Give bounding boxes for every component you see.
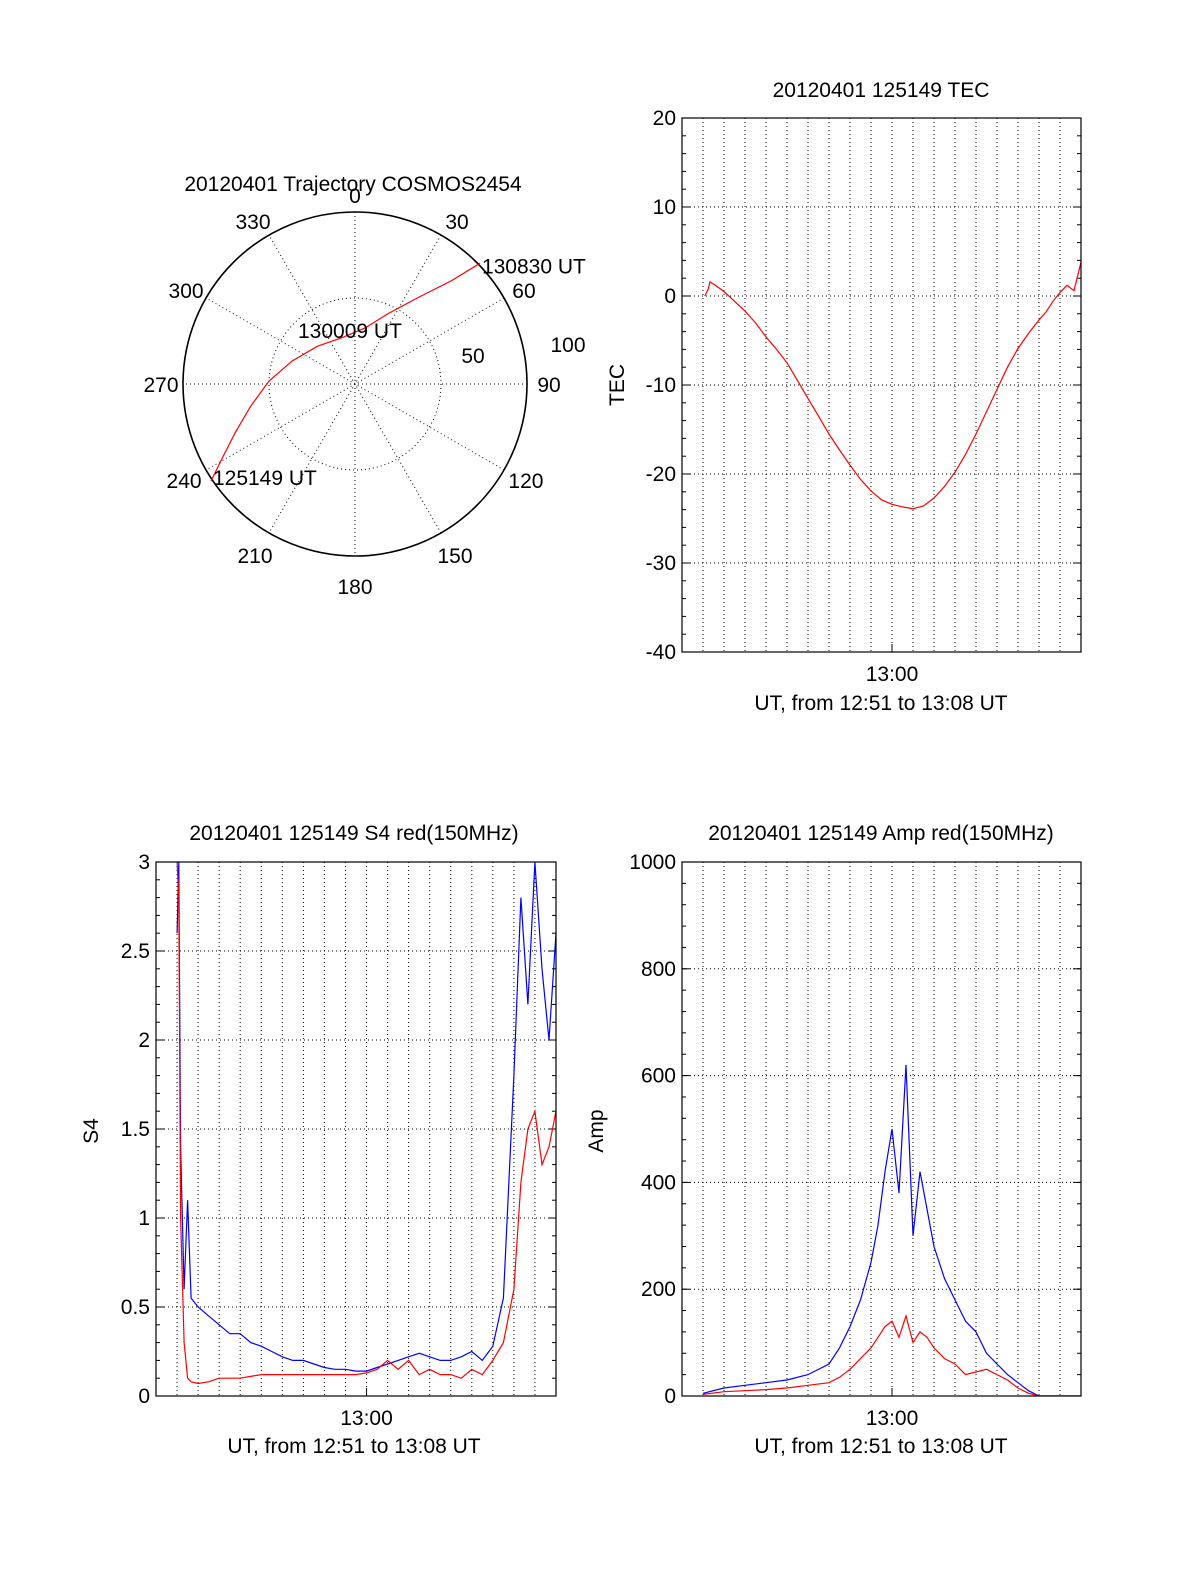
trajectory-time-label: 125149 UT <box>213 467 317 490</box>
polar-radial-label: 100 <box>550 334 585 357</box>
s4-title: 20120401 125149 S4 red(150MHz) <box>189 822 518 845</box>
polar-ring <box>268 297 442 471</box>
polar-outer-circle <box>182 211 528 557</box>
y-tick-label: 0.5 <box>121 1296 150 1319</box>
polar-azimuth-label: 300 <box>169 280 204 303</box>
y-tick-label: 0 <box>664 285 676 308</box>
y-tick-label: -30 <box>646 552 676 575</box>
polar-azimuth-label: 90 <box>537 374 560 397</box>
y-tick-label: -40 <box>646 641 676 664</box>
series-line <box>702 1313 1081 1396</box>
amp-panel: 20120401 125149 Amp red(150MHz) UT, from… <box>585 822 1082 1458</box>
trajectory-line <box>210 262 481 482</box>
plot-frame <box>681 117 1082 653</box>
y-tick-label: 2 <box>138 1029 150 1052</box>
polar-title: 20120401 Trajectory COSMOS2454 <box>184 173 522 196</box>
polar-azimuth-label: 330 <box>235 211 270 234</box>
polar-azimuth-label: 30 <box>445 211 468 234</box>
s4-ylabel: S4 <box>80 1118 103 1144</box>
plot-frame <box>681 861 1082 1397</box>
x-tick-label: 13:00 <box>866 663 919 686</box>
y-tick-label: 0 <box>664 1385 676 1408</box>
y-tick-label: 1 <box>138 1207 150 1230</box>
y-tick-label: 800 <box>641 958 676 981</box>
polar-azimuth-label: 270 <box>143 374 178 397</box>
y-tick-label: 1.5 <box>121 1118 150 1141</box>
y-tick-label: 600 <box>641 1065 676 1088</box>
polar-azimuth-label: 150 <box>437 545 472 568</box>
y-tick-label: 20 <box>653 107 676 130</box>
y-tick-label: 400 <box>641 1171 676 1194</box>
tec-title: 20120401 125149 TEC <box>773 79 990 102</box>
polar-azimuth-label: 180 <box>337 576 372 599</box>
polar-spoke <box>268 234 442 534</box>
y-tick-label: -20 <box>646 463 676 486</box>
tec-xlabel: UT, from 12:51 to 13:08 UT <box>754 692 1007 715</box>
s4-panel: 20120401 125149 S4 red(150MHz) UT, from … <box>80 822 557 1458</box>
polar-radial-label: 50 <box>461 345 484 368</box>
polar-azimuth-label: 0 <box>349 185 361 208</box>
y-tick-label: 1000 <box>629 851 676 874</box>
y-tick-label: -10 <box>646 374 676 397</box>
polar-trajectory-panel: 20120401 Trajectory COSMOS2454 0 30 60 90 12… <box>143 173 586 599</box>
y-tick-label: 10 <box>653 196 676 219</box>
x-tick-label: 13:00 <box>866 1407 919 1430</box>
polar-azimuth-label: 120 <box>508 470 543 493</box>
plot-frame <box>155 861 557 1397</box>
polar-azimuth-label: 60 <box>512 280 535 303</box>
polar-azimuth-label: 210 <box>237 545 272 568</box>
tec-ylabel: TEC <box>606 364 629 406</box>
trajectory-time-label: 130009 UT <box>298 320 402 343</box>
y-tick-label: 3 <box>138 851 150 874</box>
y-tick-label: 200 <box>641 1278 676 1301</box>
s4-xlabel: UT, from 12:51 to 13:08 UT <box>227 1435 480 1458</box>
polar-azimuth-label: 240 <box>167 470 202 493</box>
trajectory-time-label: 130830 UT <box>482 255 586 278</box>
amp-title: 20120401 125149 Amp red(150MHz) <box>708 822 1054 845</box>
series-line <box>702 1064 1081 1396</box>
amp-xlabel: UT, from 12:51 to 13:08 UT <box>754 1435 1007 1458</box>
series-line <box>704 262 1081 510</box>
series-line <box>176 862 556 1385</box>
y-tick-label: 2.5 <box>121 940 150 963</box>
tec-panel: 20120401 125149 TEC UT, from 12:51 to 13… <box>606 79 1082 715</box>
series-line <box>176 862 556 1372</box>
y-tick-label: 0 <box>138 1385 150 1408</box>
amp-ylabel: Amp <box>585 1109 608 1152</box>
x-tick-label: 13:00 <box>340 1407 393 1430</box>
